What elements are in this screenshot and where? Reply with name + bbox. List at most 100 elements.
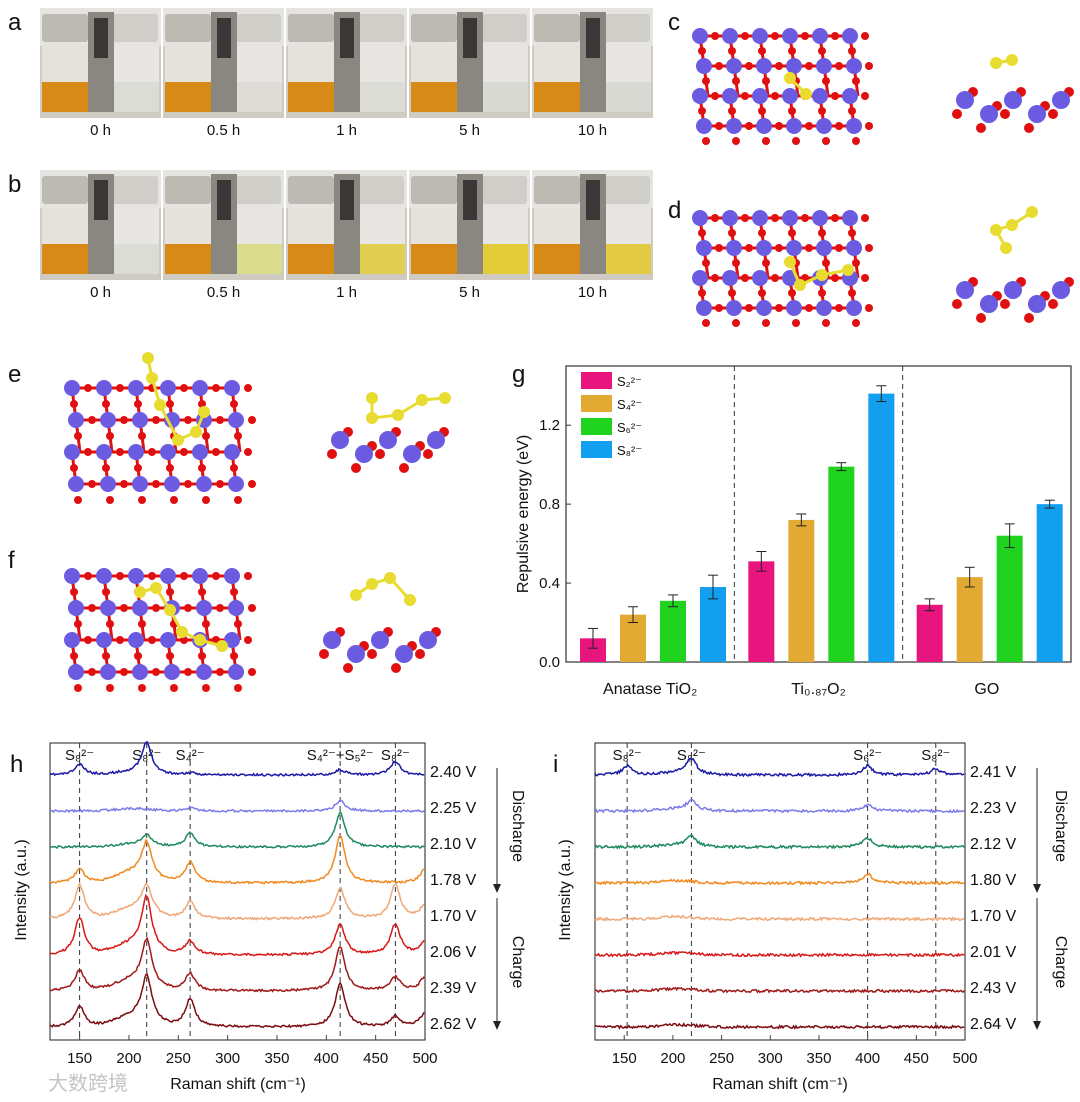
oxygen-atom [771,214,779,222]
bar [580,638,606,662]
titanium-atom [100,600,116,616]
panel-label-b: b [8,171,21,198]
titanium-atom [100,664,116,680]
oxygen-atom [865,122,873,130]
clamp-screw [586,180,600,220]
x-tick-label: 450 [904,1050,929,1067]
titanium-atom [692,28,708,44]
oxygen-atom [788,289,796,297]
oxygen-atom [102,652,110,660]
oxygen-atom [758,229,766,237]
oxygen-atom [745,304,753,312]
x-tick-label: 500 [412,1050,437,1067]
oxygen-atom [771,32,779,40]
oxygen-atom [116,384,124,392]
peak-label: S₈²⁻ [677,747,706,764]
vial-right-liquid [358,244,405,274]
vial-right-liquid [112,244,159,274]
oxygen-atom [134,652,142,660]
sulfur-atom [816,269,828,281]
vial-right-liquid [604,244,651,274]
titanium-atom [160,632,176,648]
panel-label-a: a [8,9,22,36]
titanium-atom [696,58,712,74]
oxygen-atom [775,62,783,70]
sulfur-atom [216,640,228,652]
vial-photo: 10 h [532,170,653,301]
oxygen-atom [852,259,860,267]
spectrum-line [594,834,965,850]
oxygen-atom [715,62,723,70]
oxygen-atom [88,480,96,488]
titanium-atom [160,380,176,396]
voltage-label: 2.43 V [970,980,1017,997]
oxygen-atom [728,289,736,297]
clamp-screw [586,18,600,58]
vial-right-liquid [481,82,528,112]
titanium-atom [96,444,112,460]
titanium-atom [132,412,148,428]
titanium-atom [164,412,180,428]
legend-label: S₄²⁻ [617,397,642,412]
peak-label: S₈²⁻ [65,747,94,764]
spectrum-line [49,893,425,957]
oxygen-atom [120,668,128,676]
clamp-screw [94,180,108,220]
titanium-atom [956,91,974,109]
titanium-atom [692,88,708,104]
time-label: 0 h [90,284,111,301]
titanium-atom [192,380,208,396]
molecule-side-view [952,206,1074,323]
oxygen-atom [805,62,813,70]
oxygen-atom [865,244,873,252]
titanium-atom [196,476,212,492]
x-tick-label: 150 [612,1050,637,1067]
vial-cap [481,14,527,42]
peak-label: S₈²⁻ [921,747,950,764]
oxygen-atom [822,77,830,85]
oxygen-atom [230,464,238,472]
bar [788,519,815,662]
oxygen-atom [70,588,78,596]
x-tick-label: 400 [855,1050,880,1067]
molecule-side-view [952,54,1074,133]
voltage-label: 2.64 V [970,1016,1017,1033]
charge-label: Charge [509,936,526,989]
oxygen-atom [184,668,192,676]
titanium-atom [752,210,768,226]
molecule-side-view [319,572,441,673]
titanium-atom [96,568,112,584]
spectrum-line [594,1022,965,1030]
oxygen-atom [835,304,843,312]
sulfur-atom [176,626,188,638]
oxygen-atom [106,620,114,628]
titanium-atom [160,568,176,584]
plot-frame [594,742,966,1041]
titanium-atom [696,240,712,256]
oxygen-atom [848,47,856,55]
spectrum-line [594,950,965,958]
titanium-atom [722,270,738,286]
oxygen-atom [106,432,114,440]
sulfur-atom [842,264,854,276]
oxygen-atom [184,604,192,612]
titanium-atom [68,664,84,680]
vial-cap [288,176,334,204]
oxygen-atom [216,668,224,676]
titanium-atom [224,632,240,648]
spectrum-line [594,872,965,886]
spectrum-line [49,799,425,814]
x-tick-label: 200 [660,1050,685,1067]
sulfur-atom [366,412,378,424]
y-tick-label: 0.8 [539,496,560,513]
oxygen-atom [102,588,110,596]
oxygen-atom [728,47,736,55]
x-tick-label: 150 [67,1050,92,1067]
oxygen-atom [702,137,710,145]
oxygen-atom [138,684,146,692]
time-label: 0 h [90,122,111,139]
plot-frame [49,742,426,1041]
oxygen-atom [152,604,160,612]
x-tick-label: 350 [806,1050,831,1067]
